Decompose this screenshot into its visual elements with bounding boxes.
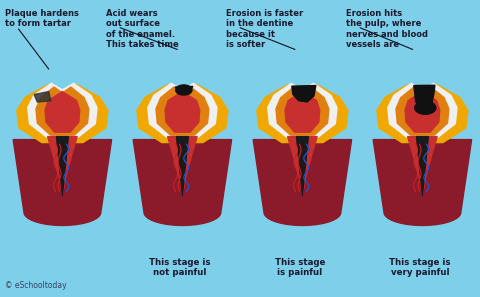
Polygon shape — [148, 83, 217, 137]
Polygon shape — [408, 137, 437, 196]
Text: This stage
is painful: This stage is painful — [275, 257, 325, 277]
Polygon shape — [257, 85, 348, 143]
Text: Erosion hits
the pulp, where
nerves and blood
vessels are: Erosion hits the pulp, where nerves and … — [346, 9, 428, 49]
Polygon shape — [292, 86, 316, 102]
Polygon shape — [34, 91, 51, 102]
Polygon shape — [57, 137, 68, 196]
Text: Erosion is faster
in the dentine
because it
is softer: Erosion is faster in the dentine because… — [226, 9, 303, 49]
Polygon shape — [177, 137, 188, 196]
Polygon shape — [405, 92, 440, 132]
Polygon shape — [165, 92, 200, 132]
Polygon shape — [297, 137, 308, 196]
Polygon shape — [36, 87, 89, 135]
Polygon shape — [137, 85, 228, 143]
Polygon shape — [48, 137, 77, 196]
Polygon shape — [388, 83, 457, 137]
Polygon shape — [13, 140, 112, 225]
Circle shape — [415, 101, 436, 114]
Polygon shape — [175, 86, 193, 93]
Text: Plaque hardens
to form tartar: Plaque hardens to form tartar — [5, 9, 79, 28]
Text: This stage is
very painful: This stage is very painful — [389, 257, 451, 277]
Polygon shape — [373, 140, 472, 225]
Polygon shape — [414, 85, 435, 109]
Polygon shape — [288, 137, 317, 196]
Polygon shape — [377, 85, 468, 143]
Polygon shape — [17, 85, 108, 143]
Text: Acid wears
out surface
of the enamel.
This takes time: Acid wears out surface of the enamel. Th… — [106, 9, 179, 49]
Polygon shape — [133, 140, 232, 225]
Polygon shape — [417, 137, 428, 196]
Polygon shape — [28, 83, 97, 137]
Polygon shape — [268, 83, 337, 137]
Polygon shape — [276, 87, 329, 135]
Text: © eSchooltoday: © eSchooltoday — [5, 281, 66, 290]
Polygon shape — [285, 92, 320, 132]
Polygon shape — [253, 140, 352, 225]
Polygon shape — [45, 92, 80, 132]
Polygon shape — [396, 87, 449, 135]
Polygon shape — [156, 87, 209, 135]
Text: This stage is
not painful: This stage is not painful — [149, 257, 211, 277]
Polygon shape — [168, 137, 197, 196]
Circle shape — [176, 85, 192, 95]
